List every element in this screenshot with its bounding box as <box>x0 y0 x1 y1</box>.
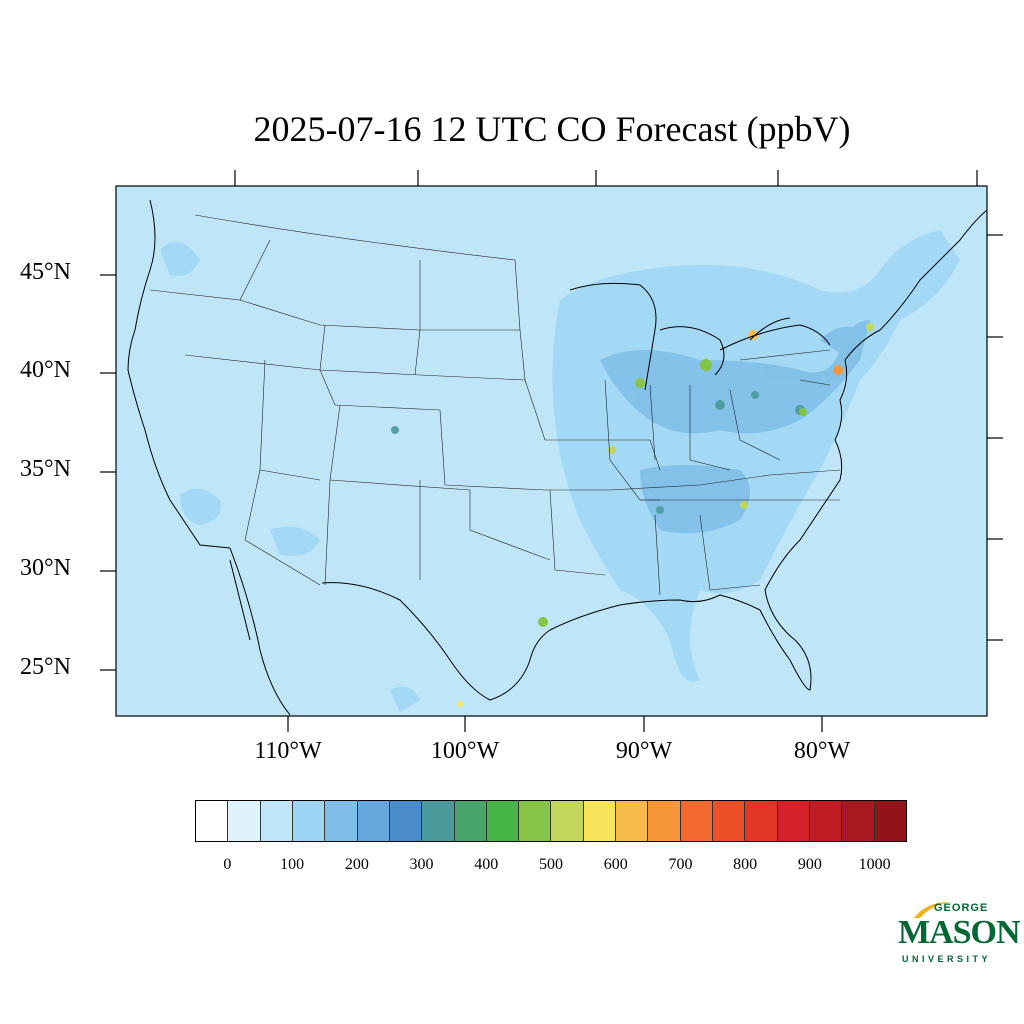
lon-label-80: 80°W <box>793 738 851 764</box>
colorbar-tick-label: 300 <box>409 856 434 873</box>
george-mason-logo: GEORGE MASON UNIVERSITY <box>898 900 1021 970</box>
lat-label-40: 40°N <box>20 357 71 383</box>
logo-george-text: GEORGE <box>934 902 989 914</box>
colorbar-swatch <box>486 801 520 841</box>
map-title: 2025-07-16 12 UTC CO Forecast (ppbV) <box>253 109 851 149</box>
lon-label-100: 100°W <box>430 738 500 764</box>
lat-label-45: 45°N <box>20 259 71 285</box>
colorbar-swatch <box>228 801 261 841</box>
logo-mason-text: MASON <box>898 914 1021 951</box>
co-field-high <box>391 391 805 514</box>
colorbar-swatch <box>389 801 423 841</box>
axis-ticks <box>100 170 1003 732</box>
logo-university-text: UNIVERSITY <box>902 954 992 964</box>
colorbar-swatch <box>680 801 713 841</box>
colorbar <box>195 800 907 842</box>
map-background <box>116 186 987 716</box>
colorbar-tick-label: 400 <box>474 856 499 873</box>
colorbar-swatch <box>583 801 617 841</box>
colorbar-swatch <box>616 801 649 841</box>
lat-label-35: 35°N <box>20 456 71 482</box>
colorbar-tick-label: 0 <box>223 856 232 873</box>
colorbar-swatch <box>260 801 293 841</box>
colorbar-swatch <box>551 801 584 841</box>
colorbar-tick-label: 100 <box>280 856 305 873</box>
lat-label-30: 30°N <box>20 555 71 581</box>
colorbar-swatch <box>713 801 746 841</box>
colorbar-swatch <box>874 801 906 841</box>
colorbar-swatch <box>357 801 390 841</box>
colorbar-swatch <box>454 801 487 841</box>
colorbar-swatch <box>292 801 326 841</box>
lon-label-90: 90°W <box>615 738 673 764</box>
colorbar-swatch <box>842 801 875 841</box>
logo-swoosh-icon <box>914 902 950 918</box>
colorbar-swatch <box>519 801 552 841</box>
colorbar-tick-label: 900 <box>797 856 822 873</box>
colorbar-swatch <box>325 801 358 841</box>
map-frame <box>115 185 988 717</box>
colorbar-tick-label: 700 <box>668 856 693 873</box>
colorbar-tick-label: 200 <box>344 856 369 873</box>
colorbar-tick-label: 1000 <box>858 856 891 873</box>
lat-label-25: 25°N <box>20 654 71 680</box>
colorbar-swatch <box>777 801 810 841</box>
colorbar-swatch <box>745 801 778 841</box>
colorbar-tick-label: 800 <box>733 856 758 873</box>
colorbar-swatch <box>648 801 681 841</box>
coastlines <box>127 199 988 716</box>
colorbar-swatch <box>196 801 229 841</box>
co-hotspots <box>457 323 874 707</box>
colorbar-swatch <box>422 801 455 841</box>
colorbar-swatch <box>809 801 843 841</box>
colorbar-tick-label: 500 <box>539 856 563 873</box>
lon-label-110: 110°W <box>254 738 322 764</box>
colorbar-tick-label: 600 <box>603 856 628 873</box>
state-borders <box>149 214 841 596</box>
